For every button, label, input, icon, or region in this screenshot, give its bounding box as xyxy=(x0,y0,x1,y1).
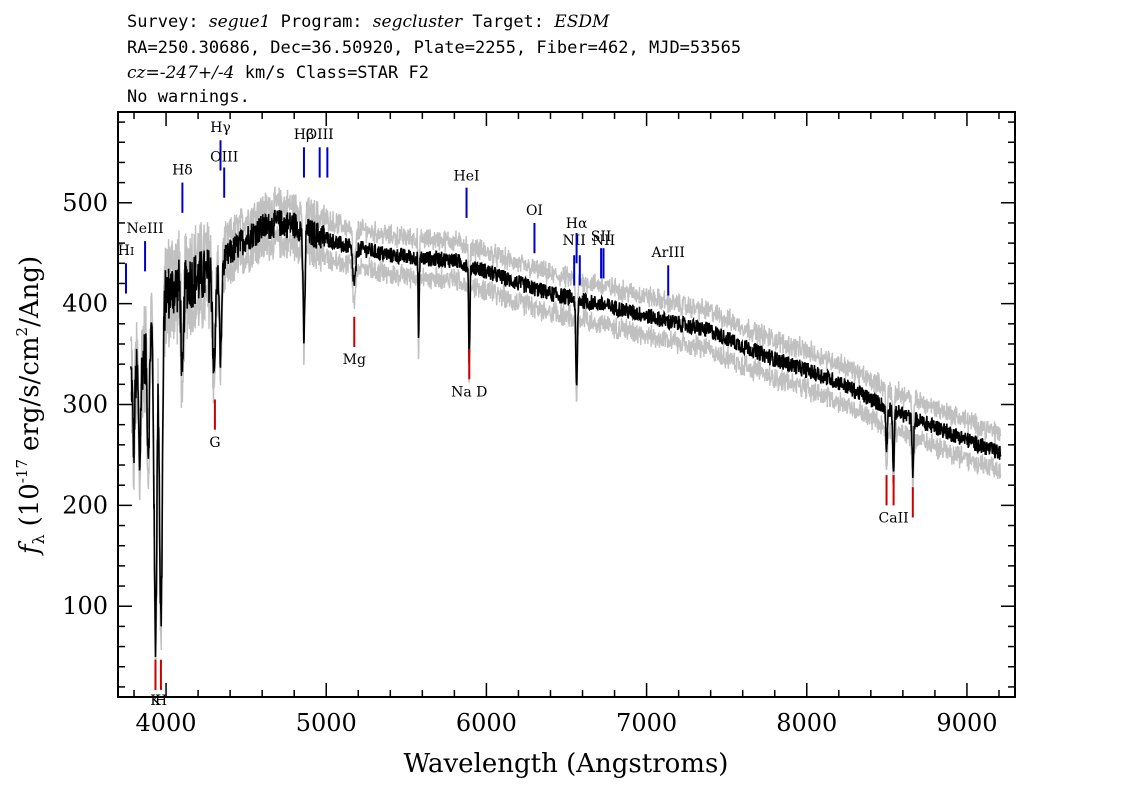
flux-spectrum xyxy=(130,209,1002,658)
y-axis-label: fλ(10-17erg/s/cm2/Ang) xyxy=(13,256,48,556)
emission-line-label-5: Hβ xyxy=(294,127,314,143)
y-axis: 100 200 300 400 500 xyxy=(62,121,1015,688)
emission-line-label-6: OIII xyxy=(306,127,334,143)
absorption-line-label-3: Mg xyxy=(343,352,366,368)
x-tick-label: 5000 xyxy=(296,709,357,737)
emission-line-label-2: Hδ xyxy=(172,163,193,179)
target-label: Target: xyxy=(472,12,545,32)
cz-value: -247+/-4 xyxy=(159,63,235,83)
x-axis-label: Wavelength (Angstroms) xyxy=(404,749,729,779)
emission-line-label-13: SII xyxy=(591,229,612,245)
absorption-line-label-2: G xyxy=(209,435,220,451)
emission-line-label-sub-0: I xyxy=(130,245,134,258)
emission-line-label-8: HeI xyxy=(454,169,480,185)
flux-line xyxy=(130,209,1002,658)
header-line-3: cz=-247+/-4 km/s Class=STAR F2 xyxy=(127,63,429,83)
x-axis: 4000 5000 6000 7000 8000 9000 xyxy=(133,112,1000,737)
y-tick-label: 500 xyxy=(62,189,108,217)
y-tick-label: 200 xyxy=(62,491,108,519)
emission-line-label-4: OIII xyxy=(210,149,238,165)
x-tick-label: 9000 xyxy=(936,709,997,737)
class-text: km/s Class=STAR F2 xyxy=(244,63,429,83)
absorption-line-label-1: H xyxy=(155,693,167,709)
emission-line-label-0: HI xyxy=(118,243,135,259)
error-upper xyxy=(130,186,1002,626)
absorption-line-label-6: CaII xyxy=(879,511,909,527)
emission-line-label-3: Hγ xyxy=(210,120,231,136)
emission-line-label-15: ArIII xyxy=(651,245,685,261)
y-axis-label-mid: (10 xyxy=(15,483,45,526)
x-tick-label: 7000 xyxy=(616,709,677,737)
program-label: Program: xyxy=(280,12,363,32)
y-axis-label-units: erg/s/cm xyxy=(15,336,45,451)
x-tick-label: 8000 xyxy=(776,709,837,737)
emission-line-label-11: Hα xyxy=(566,216,588,232)
y-axis-label-end: /Ang) xyxy=(15,256,45,327)
emission-line-label-10: NII xyxy=(563,233,586,249)
absorption-line-label-4: Na D xyxy=(451,384,487,400)
y-tick-label: 100 xyxy=(62,592,108,620)
y-axis-label-exp2: 2 xyxy=(13,327,31,337)
y-axis-label-exp: -17 xyxy=(13,459,31,483)
error-band xyxy=(130,186,1002,689)
line-markers: HINeIIIHδHγOIIIHβOIIIHeIOINIIHαSIINIIArI… xyxy=(118,120,914,709)
x-tick-label: 4000 xyxy=(136,709,197,737)
emission-line-label-14: NII xyxy=(592,233,615,249)
survey-value: segue1 xyxy=(208,12,271,32)
survey-label: Survey: xyxy=(127,12,199,32)
x-tick-label: 6000 xyxy=(456,709,517,737)
target-value: ESDM xyxy=(554,12,610,32)
y-axis-label-sub: λ xyxy=(29,534,48,544)
error-lower xyxy=(130,226,1002,689)
y-tick-label: 300 xyxy=(62,391,108,419)
emission-line-label-1: NeIII xyxy=(126,221,163,237)
cz-label: cz= xyxy=(127,63,160,83)
y-tick-label: 400 xyxy=(62,290,108,318)
header-line-2: RA=250.30686, Dec=36.50920, Plate=2255, … xyxy=(127,38,742,58)
emission-line-label-9: OI xyxy=(526,203,543,219)
header-line-1: Survey: segue1 Program: segcluster Targe… xyxy=(127,12,609,32)
program-value: segcluster xyxy=(372,12,463,32)
absorption-line-label-0: K xyxy=(150,693,161,709)
header-line-4: No warnings. xyxy=(127,87,250,107)
